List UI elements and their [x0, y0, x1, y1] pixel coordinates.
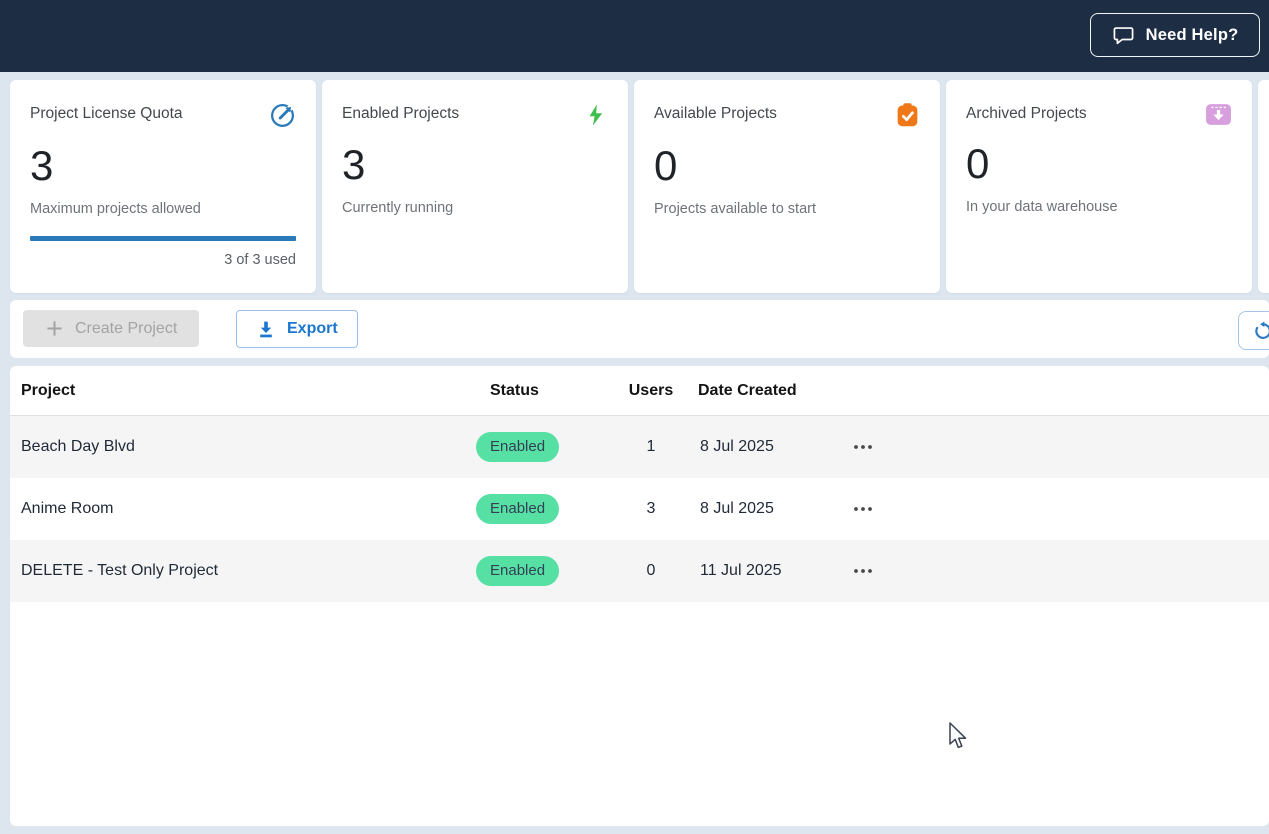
quota-progress-bar: [30, 236, 296, 241]
card-title: Enabled Projects: [342, 105, 460, 122]
card-value: 0: [966, 140, 990, 187]
status-badge: Enabled: [476, 432, 560, 462]
download-icon: [256, 319, 276, 339]
card-title: Available Projects: [654, 105, 777, 122]
row-actions-button[interactable]: [846, 437, 880, 457]
row-actions-button[interactable]: [846, 499, 880, 519]
status-badge: Enabled: [476, 494, 560, 524]
ellipsis-icon: [854, 507, 872, 511]
users-count: 0: [646, 562, 656, 579]
column-header-date-created: Date Created: [698, 381, 797, 399]
card-value: 3: [30, 142, 54, 189]
card-archived-projects: Archived Projects 0 In your data warehou…: [946, 80, 1252, 293]
card-subtitle: In your data warehouse: [966, 199, 1118, 215]
card-enabled-projects: Enabled Projects 3 Currently running: [322, 80, 628, 293]
ellipsis-icon: [854, 445, 872, 449]
card-title: Archived Projects: [966, 105, 1087, 122]
card-value: 3: [342, 141, 366, 188]
card-subtitle: Maximum projects allowed: [30, 201, 201, 217]
stat-card-partial: [1258, 80, 1269, 293]
card-project-license-quota: Project License Quota 3 Maximum projects…: [10, 80, 316, 293]
project-name: Anime Room: [21, 500, 114, 517]
column-header-users: Users: [628, 381, 674, 399]
users-count: 1: [646, 438, 656, 455]
stat-cards-row: Project License Quota 3 Maximum projects…: [10, 80, 1269, 293]
refresh-icon: [1252, 320, 1269, 342]
card-title: Project License Quota: [30, 105, 183, 122]
export-label: Export: [287, 320, 338, 337]
ellipsis-icon: [854, 569, 872, 573]
plus-icon: [45, 319, 64, 338]
card-subtitle: Currently running: [342, 200, 454, 216]
clipboard-check-icon: [895, 102, 920, 129]
project-name: DELETE - Test Only Project: [21, 562, 219, 579]
row-actions-button[interactable]: [846, 561, 880, 581]
card-available-projects: Available Projects 0 Projects available …: [634, 80, 940, 293]
gauge-icon: [269, 102, 296, 129]
project-name: Beach Day Blvd: [21, 438, 135, 455]
column-header-project: Project: [21, 381, 76, 399]
card-value: 0: [654, 142, 678, 189]
export-button[interactable]: Export: [236, 310, 358, 348]
chat-bubble-icon: [1112, 25, 1135, 46]
top-navigation-bar: Need Help?: [0, 0, 1269, 72]
card-subtitle: Projects available to start: [654, 201, 816, 217]
refresh-button[interactable]: [1238, 311, 1269, 350]
date-created: 11 Jul 2025: [700, 562, 782, 579]
projects-table: Project Status Users Date Created Beach …: [10, 366, 1269, 826]
column-header-status: Status: [490, 381, 539, 399]
create-project-label: Create Project: [75, 319, 178, 337]
need-help-button[interactable]: Need Help?: [1090, 13, 1260, 57]
status-badge: Enabled: [476, 556, 560, 586]
actions-toolbar: Create Project Export: [10, 300, 1269, 358]
users-count: 3: [646, 500, 656, 517]
lightning-bolt-icon: [584, 102, 608, 128]
need-help-label: Need Help?: [1145, 25, 1239, 44]
quota-used-label: 3 of 3 used: [224, 252, 296, 268]
table-row: Beach Day Blvd Enabled 1 8 Jul 2025: [10, 416, 1269, 478]
archive-icon: [1205, 102, 1232, 127]
date-created: 8 Jul 2025: [700, 500, 774, 517]
create-project-button[interactable]: Create Project: [23, 310, 200, 347]
table-row: DELETE - Test Only Project Enabled 0 11 …: [10, 540, 1269, 602]
table-header-row: Project Status Users Date Created: [10, 366, 1269, 416]
date-created: 8 Jul 2025: [700, 438, 774, 455]
table-row: Anime Room Enabled 3 8 Jul 2025: [10, 478, 1269, 540]
